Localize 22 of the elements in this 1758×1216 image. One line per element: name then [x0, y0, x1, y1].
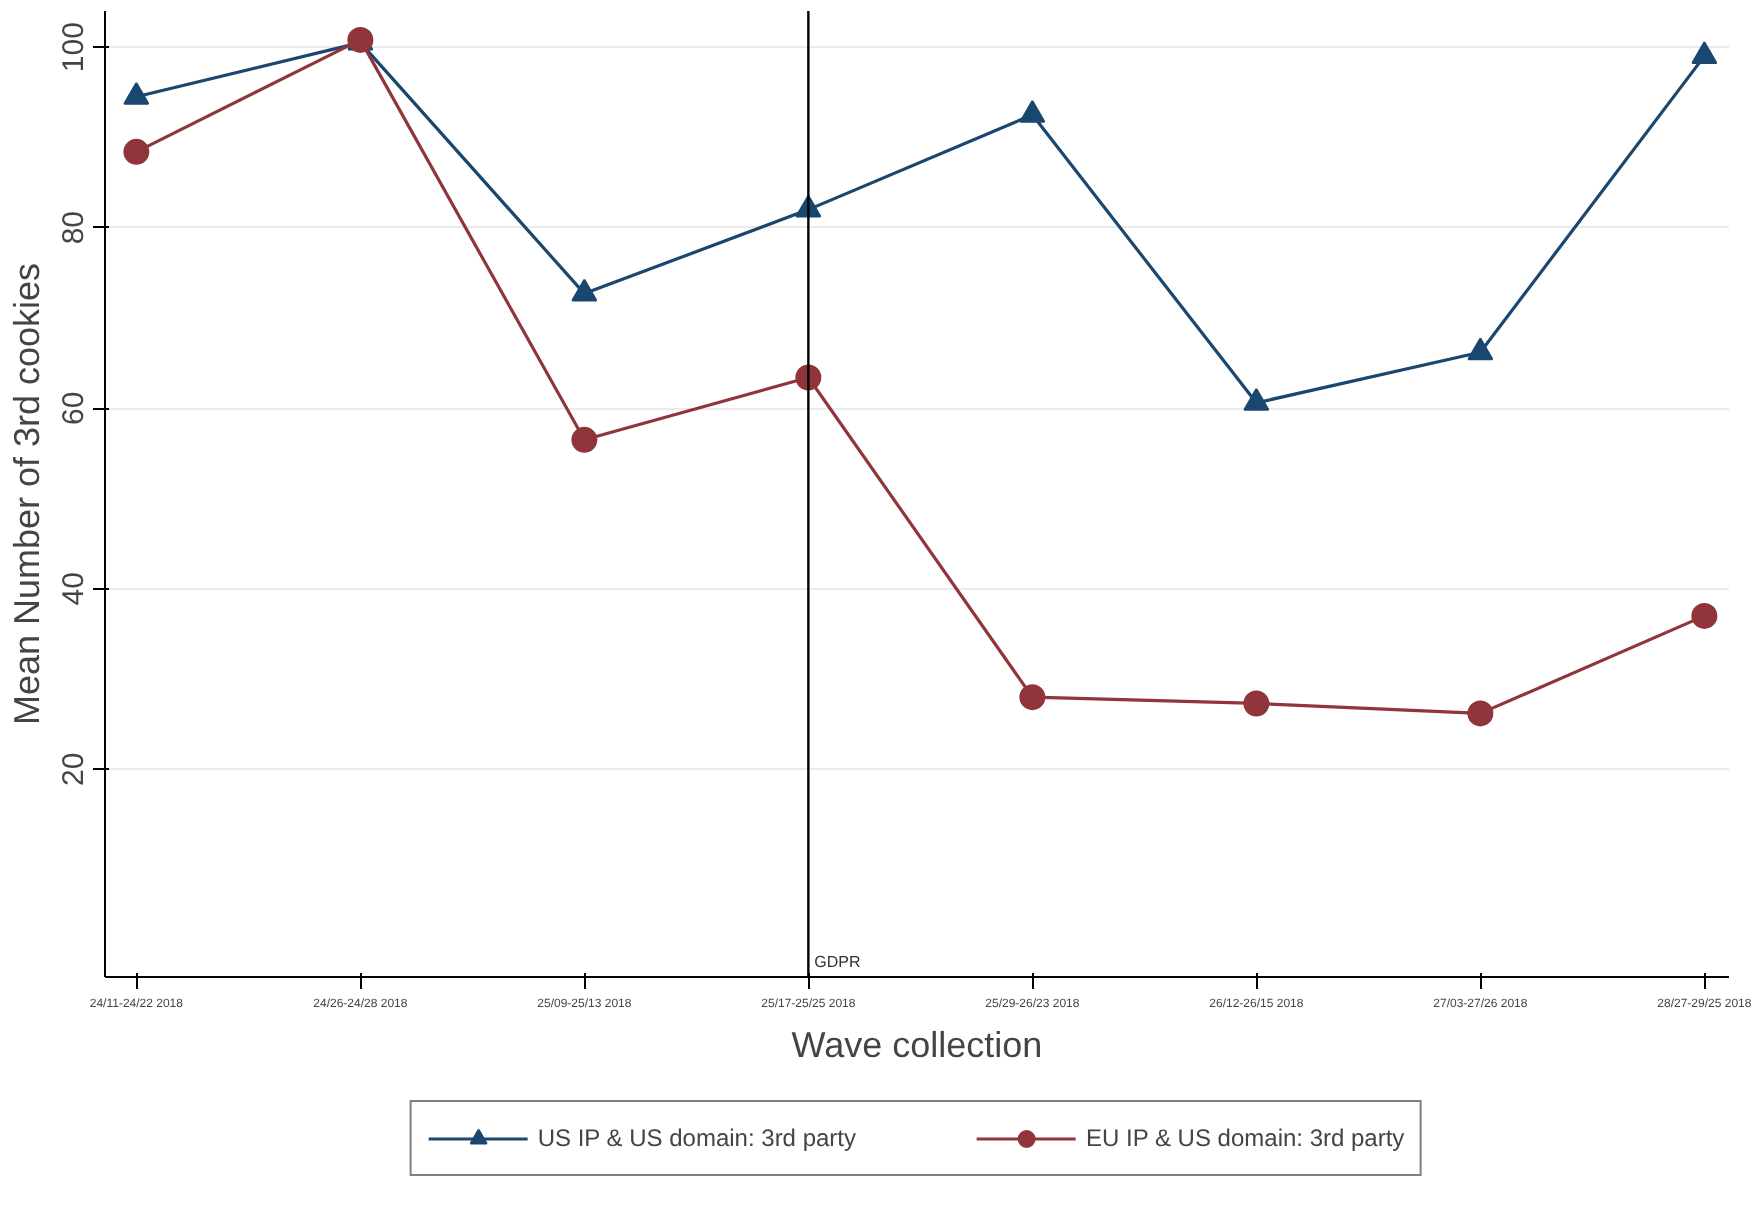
point	[123, 81, 150, 105]
legend-label: US IP & US domain: 3rd party	[537, 1124, 856, 1152]
point	[1467, 700, 1494, 727]
point	[1243, 690, 1270, 717]
point	[123, 138, 150, 165]
y-tick-label: 60	[57, 391, 91, 425]
point	[571, 426, 598, 453]
x-axis-title: Wave collection	[791, 1025, 1043, 1065]
point	[1019, 684, 1046, 711]
y-axis-title: Mean Number of 3rd cookies	[7, 262, 47, 726]
point	[1467, 337, 1494, 361]
y-tick-label: 40	[57, 572, 91, 606]
point	[1691, 602, 1718, 629]
y-tick-label: 100	[57, 22, 91, 73]
legend-label: EU IP & US domain: 3rd party	[1086, 1124, 1405, 1152]
point	[571, 278, 598, 302]
point	[1691, 41, 1718, 65]
ref-line-label: GDPR	[814, 953, 862, 971]
point	[1019, 99, 1046, 123]
point	[1243, 387, 1270, 411]
y-tick-label: 80	[57, 210, 91, 245]
y-tick-label: 20	[57, 752, 91, 787]
